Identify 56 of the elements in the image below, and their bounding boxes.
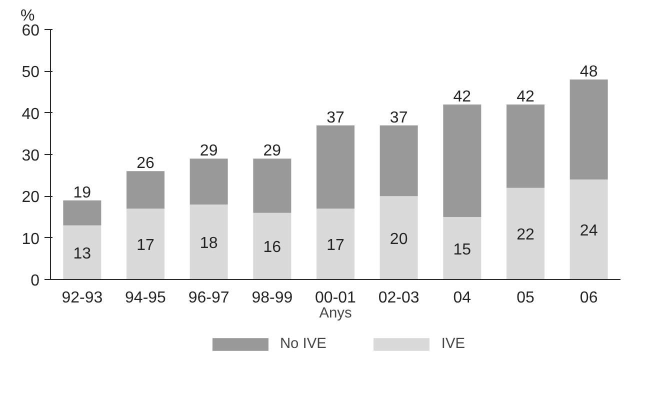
- bar: [443, 217, 482, 280]
- bar: [570, 80, 608, 180]
- total-label: 29: [200, 142, 218, 160]
- data-label: 16: [263, 239, 282, 256]
- total-label: 42: [453, 88, 472, 106]
- x-tick-label: 04: [453, 290, 472, 306]
- total-label: 48: [580, 64, 598, 80]
- y-tick-label: 50: [22, 64, 40, 82]
- data-label: 17: [326, 237, 344, 254]
- x-tick-label: 00-01: [315, 290, 356, 306]
- bar: [316, 125, 354, 209]
- bar: [253, 158, 292, 213]
- legend-label: IVE: [441, 336, 466, 352]
- total-label: 42: [516, 88, 534, 106]
- data-label: 20: [390, 230, 408, 248]
- data-label: 22: [516, 226, 534, 244]
- bar: [380, 196, 418, 280]
- x-tick-label: 92-93: [62, 290, 103, 306]
- data-label: 17: [136, 237, 154, 254]
- bar: [506, 188, 544, 280]
- x-tick-label: 96-97: [188, 290, 230, 306]
- total-label: 29: [263, 142, 282, 160]
- x-tick-label: 98-99: [252, 290, 293, 306]
- y-tick-label: 60: [22, 22, 40, 40]
- bar: [253, 212, 292, 280]
- data-label: 15: [453, 241, 472, 258]
- bar: [443, 104, 482, 217]
- data-label: 24: [580, 222, 598, 240]
- bar: [190, 158, 228, 204]
- bar: [126, 171, 164, 209]
- data-label: 18: [200, 235, 218, 252]
- x-tick-label: 06: [580, 290, 598, 306]
- y-tick-label: 20: [22, 189, 40, 206]
- bar: [63, 200, 102, 226]
- total-label: 19: [73, 184, 92, 202]
- data-label: 13: [73, 245, 92, 262]
- total-label: 26: [136, 155, 154, 172]
- x-tick-label: 94-95: [125, 290, 166, 306]
- bar: [316, 208, 354, 280]
- bar: [506, 104, 544, 188]
- bar: [380, 125, 418, 196]
- bar: [126, 208, 164, 280]
- x-tick-label: 02-03: [378, 290, 420, 306]
- legend-label: No IVE: [280, 336, 326, 352]
- bar: [570, 180, 608, 280]
- y-tick-label: 40: [22, 106, 40, 123]
- y-axis-title: %: [20, 8, 35, 24]
- y-tick-label: 30: [22, 148, 40, 164]
- bar: [63, 225, 102, 280]
- total-label: 37: [326, 109, 344, 126]
- y-tick-label: 10: [22, 230, 40, 248]
- x-axis-title: Anys: [319, 306, 352, 322]
- y-tick-label: 0: [30, 272, 40, 290]
- total-label: 37: [390, 109, 408, 126]
- x-tick-label: 05: [516, 290, 534, 306]
- bar: [190, 204, 228, 280]
